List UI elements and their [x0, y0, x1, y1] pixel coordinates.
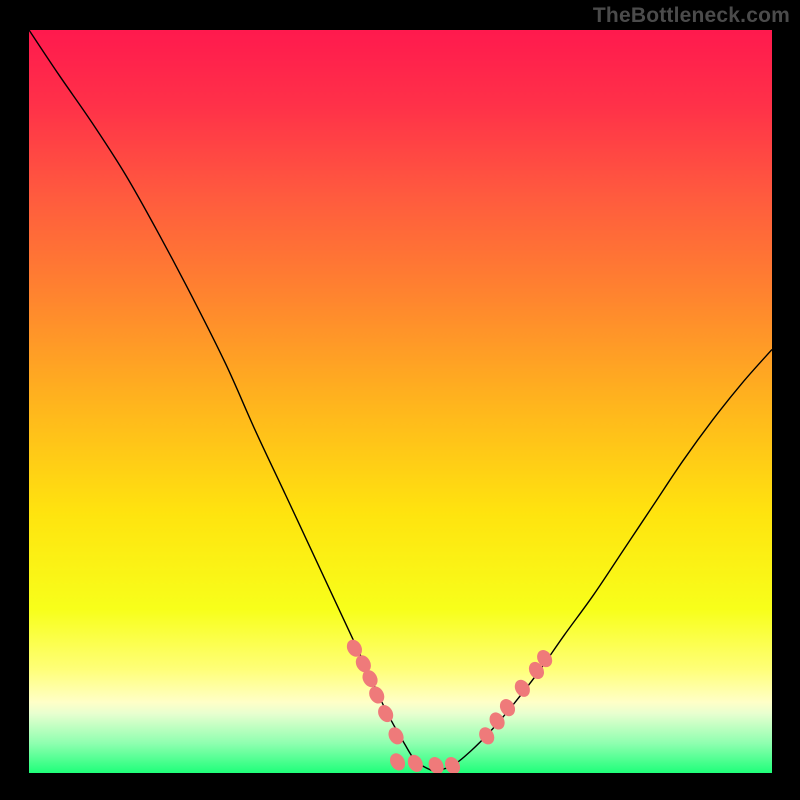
curve-overlay	[29, 30, 772, 773]
bottleneck-curve	[434, 349, 772, 771]
data-point	[442, 754, 463, 773]
data-point	[385, 725, 406, 748]
data-point	[426, 754, 447, 773]
data-point	[405, 752, 426, 773]
data-point	[387, 751, 408, 773]
data-point	[512, 677, 533, 700]
bottleneck-curve	[29, 30, 434, 772]
attribution-text: TheBottleneck.com	[593, 4, 790, 28]
data-point	[375, 702, 396, 725]
plot-area	[29, 30, 772, 773]
chart-stage: TheBottleneck.com	[0, 0, 800, 800]
data-point	[366, 684, 387, 707]
